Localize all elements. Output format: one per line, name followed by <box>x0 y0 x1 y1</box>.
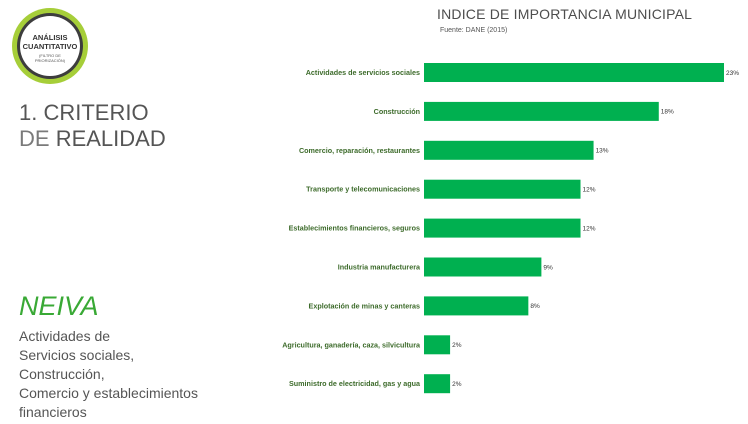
category-label: Transporte y telecomunicaciones <box>306 185 420 194</box>
category-label: Industria manufacturera <box>338 263 421 272</box>
badge-title-line2: CUANTITATIVO <box>22 42 78 51</box>
chart-source: Fuente: DANE (2015) <box>440 27 508 34</box>
description-line: financieros <box>19 404 87 420</box>
description-line: Servicios sociales, <box>19 347 135 363</box>
category-label: Agricultura, ganadería, caza, silvicultu… <box>282 340 421 349</box>
value-label: 2% <box>452 342 462 349</box>
value-label: 2% <box>452 381 462 388</box>
city-name: NEIVA <box>19 291 99 321</box>
badge-ring: ANÁLISIS CUANTITATIVO (FILTRO DE PRIORIZ… <box>17 13 83 79</box>
category-label: Actividades de servicios sociales <box>306 68 420 77</box>
city-description: Actividades de Servicios sociales, Const… <box>19 327 234 422</box>
heading-line1: 1. CRITERIO <box>19 100 149 125</box>
category-label: Construcción <box>374 107 420 116</box>
bar <box>424 218 581 238</box>
bar <box>424 374 451 394</box>
value-label: 8% <box>530 303 540 310</box>
section-heading: 1. CRITERIO DE REALIDAD <box>19 100 166 152</box>
category-label: Establecimientos financieros, seguros <box>289 224 420 233</box>
badge-title: ANÁLISIS CUANTITATIVO <box>20 33 80 51</box>
badge-core: ANÁLISIS CUANTITATIVO (FILTRO DE PRIORIZ… <box>20 16 80 76</box>
bar <box>424 63 724 82</box>
description-line: Comercio y establecimientos <box>19 385 198 401</box>
bar <box>424 296 529 316</box>
category-label: Suministro de electricidad, gas y agua <box>289 379 421 388</box>
badge-sub-line2: PRIORIZACIÓN) <box>34 58 66 63</box>
analysis-badge: ANÁLISIS CUANTITATIVO (FILTRO DE PRIORIZ… <box>12 8 88 84</box>
value-label: 13% <box>596 148 609 155</box>
category-label: Comercio, reparación, restaurantes <box>299 146 420 155</box>
bar <box>424 335 451 355</box>
value-label: 18% <box>661 109 674 116</box>
value-label: 9% <box>543 264 553 271</box>
value-label: 12% <box>583 187 596 194</box>
category-label: Explotación de minas y canteras <box>309 301 420 310</box>
bar <box>424 101 659 121</box>
heading-line2-bold: REALIDAD <box>55 126 166 151</box>
badge-title-line1: ANÁLISIS <box>32 33 68 42</box>
badge-sub-line1: (FILTRO DE <box>39 53 61 58</box>
value-label: 12% <box>583 225 596 232</box>
description-line: Actividades de <box>19 328 111 344</box>
bar <box>424 179 581 199</box>
heading-line2: DE REALIDAD <box>19 126 166 152</box>
bar <box>424 140 594 160</box>
value-label: 23% <box>726 70 739 77</box>
chart-title: INDICE DE IMPORTANCIA MUNICIPAL <box>437 6 693 22</box>
heading-line2-light: DE <box>19 126 50 151</box>
badge-subtitle: (FILTRO DE PRIORIZACIÓN) <box>20 53 80 63</box>
description-line: Construcción, <box>19 366 105 382</box>
bar <box>424 257 542 277</box>
